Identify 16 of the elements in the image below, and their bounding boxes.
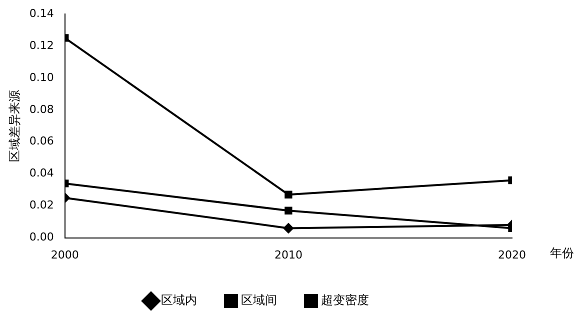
y-tick-label: 0.06 xyxy=(29,134,54,148)
legend-label: 超变密度 xyxy=(321,293,369,308)
y-tick-label: 0.10 xyxy=(29,70,54,84)
y-tick-label: 0.00 xyxy=(29,230,54,244)
legend-label: 区域内 xyxy=(161,293,197,308)
y-tick-label: 0.14 xyxy=(29,6,54,20)
y-tick-label: 0.02 xyxy=(29,198,54,212)
y-axis-title: 区域差异来源 xyxy=(7,90,22,162)
x-tick-label: 2020 xyxy=(498,248,526,262)
x-axis-title: 年份 xyxy=(550,246,574,260)
x-tick-label: 2010 xyxy=(274,248,302,262)
y-tick-label: 0.04 xyxy=(29,166,54,180)
y-tick-label: 0.12 xyxy=(29,38,54,52)
x-tick-label: 2000 xyxy=(50,248,79,262)
legend-label: 区域间 xyxy=(241,293,277,308)
y-tick-label: 0.08 xyxy=(29,102,54,116)
